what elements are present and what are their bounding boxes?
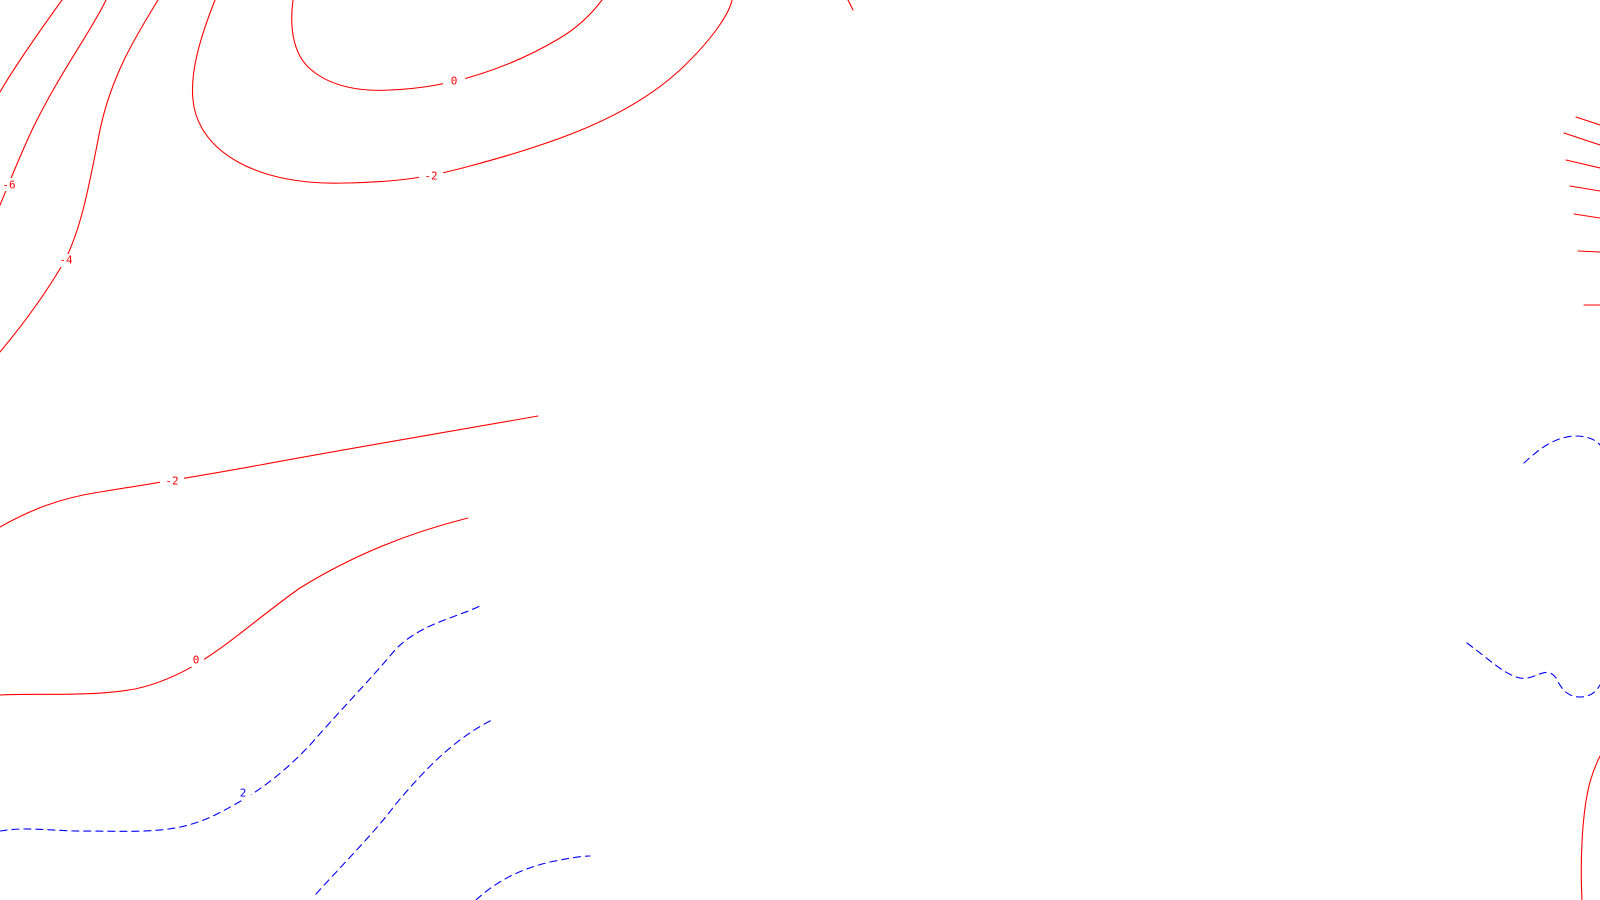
- dashed-contours-right-edge: [1466, 435, 1600, 698]
- contour-line-middle-minus-2: [0, 415, 539, 528]
- contour-line-dashed-lower: [315, 719, 493, 895]
- contour-tick-2: [1563, 132, 1600, 146]
- contour-label-middle-minus-2: -2: [165, 475, 178, 488]
- contour-tick-6: [1577, 250, 1600, 253]
- contour-line-lower-zero: [0, 517, 469, 696]
- contour-line-upper-minus-2: [191, 0, 733, 184]
- contour-label-minus-6: -6: [2, 179, 15, 192]
- contour-line-far-left: [0, 0, 63, 93]
- contour-label-upper-minus-2: -2: [424, 170, 437, 183]
- contour-labels: 0 -2 -6 -4 -2 0 2: [0, 75, 465, 800]
- solid-contours-right-edge: [1563, 116, 1600, 900]
- contour-label-minus-4: -4: [59, 254, 73, 267]
- contour-line-dashed-2: [0, 605, 481, 832]
- contour-label-upper-zero: 0: [451, 75, 458, 88]
- contour-line-dashed-right-lower: [1466, 642, 1600, 698]
- dashed-contours-lower-left: [0, 605, 591, 900]
- contour-tick-4: [1569, 185, 1600, 192]
- contour-line-minus-4: [0, 0, 159, 353]
- contour-line-top-edge-stub: [847, 0, 854, 11]
- solid-contours-middle-left: [0, 415, 539, 696]
- contour-label-lower-zero: 0: [193, 654, 200, 667]
- contour-tick-5: [1573, 213, 1600, 219]
- contour-tick-1: [1575, 116, 1600, 126]
- contour-line-bottom-right: [1580, 755, 1600, 900]
- contour-line-dashed-bottom: [475, 855, 591, 900]
- contour-tick-3: [1565, 159, 1600, 169]
- contour-label-dashed-2: 2: [240, 787, 247, 800]
- contour-line-upper-zero: [291, 0, 603, 91]
- contour-line-dashed-right-upper: [1523, 435, 1600, 464]
